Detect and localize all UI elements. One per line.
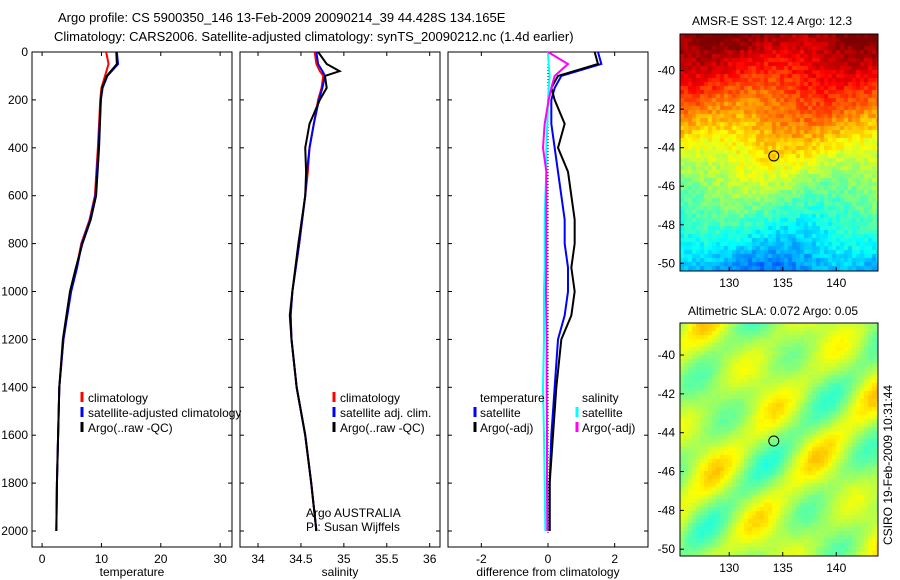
map-y-tick-label: -48 — [658, 503, 676, 517]
series-line-argo — [55, 51, 118, 532]
y-tick-label: 2000 — [1, 524, 28, 538]
y-tick-label: 400 — [8, 141, 28, 155]
map-y-tick-label: -44 — [658, 141, 676, 155]
legend-label: climatology — [340, 391, 400, 405]
side-stamp: CSIRO 19-Feb-2009 10:31:44 — [881, 384, 895, 545]
panel-frame-salinity — [239, 51, 441, 548]
x-tick-label: 36 — [423, 552, 437, 566]
map-y-tick-label: -50 — [658, 256, 676, 270]
y-tick-label: 1400 — [1, 380, 28, 394]
legend-label: satellite — [480, 406, 521, 420]
sla-map-title: Altimetric SLA: 0.072 Argo: 0.05 — [688, 304, 859, 318]
map-frame — [679, 322, 879, 557]
legend-label: satellite adj. clim. — [340, 406, 431, 420]
sst-map-title: AMSR-E SST: 12.4 Argo: 12.3 — [692, 14, 853, 28]
y-tick-label: 600 — [8, 189, 28, 203]
map-y-tick-label: -46 — [658, 179, 676, 193]
y-tick-label: 800 — [8, 237, 28, 251]
series-line-climatology — [289, 51, 325, 532]
legend-label: climatology — [88, 391, 148, 405]
x-tick-label: 10 — [95, 552, 109, 566]
map-y-tick-label: -48 — [658, 218, 676, 232]
x-tick-label: 20 — [154, 552, 168, 566]
map-x-tick-label: 135 — [773, 561, 793, 575]
figure-title-line2: Climatology: CARS2006. Satellite-adjuste… — [54, 29, 574, 44]
legend-label: Argo(-adj) — [582, 421, 635, 435]
legend-label: satellite-adjusted climatology — [88, 406, 241, 420]
y-tick-label: 1200 — [1, 332, 28, 346]
map-x-tick-label: 140 — [826, 561, 846, 575]
map-y-tick-label: -50 — [658, 542, 676, 556]
legend-label: Argo(..raw -QC) — [88, 421, 173, 435]
map-y-tick-label: -40 — [658, 348, 676, 362]
x-tick-label: 34 — [251, 552, 265, 566]
x-tick-label: 0 — [39, 552, 46, 566]
map-x-tick-label: 130 — [719, 561, 739, 575]
profile-location-marker — [768, 435, 780, 447]
y-tick-label: 1600 — [1, 428, 28, 442]
x-tick-label: 0 — [545, 552, 552, 566]
map-x-tick-label: 130 — [719, 276, 739, 290]
profile-location-marker — [768, 150, 780, 162]
argo-annotation-1: Argo AUSTRALIA — [306, 506, 401, 520]
y-tick-label: 0 — [21, 45, 28, 59]
panel-frame-temperature — [31, 51, 233, 548]
x-tick-label: 35 — [337, 552, 351, 566]
series-line-temp-satellite — [548, 51, 603, 531]
y-tick-label: 1800 — [1, 476, 28, 490]
figure-title-line1: Argo profile: CS 5900350_146 13-Feb-2009… — [58, 10, 506, 25]
y-tick-label: 1000 — [1, 285, 28, 299]
legend-label: satellite — [582, 406, 623, 420]
map-x-tick-label: 140 — [826, 276, 846, 290]
map-frame — [679, 33, 879, 272]
series-line-temp-argo — [548, 51, 600, 531]
x-tick-label: 35.5 — [375, 552, 399, 566]
argo-annotation-2: PI: Susan Wijffels — [306, 520, 400, 534]
map-y-tick-label: -46 — [658, 465, 676, 479]
series-line-sal-argo — [541, 51, 570, 532]
map-y-tick-label: -44 — [658, 426, 676, 440]
x-tick-label: -2 — [476, 552, 487, 566]
x-axis-label: salinity — [322, 565, 359, 579]
legend-label: Argo(..raw -QC) — [340, 421, 425, 435]
y-tick-label: 200 — [8, 93, 28, 107]
map-y-tick-label: -40 — [658, 64, 676, 78]
x-axis-label: difference from climatology — [476, 565, 619, 579]
x-axis-label: temperature — [100, 565, 165, 579]
series-line-satellite — [55, 51, 120, 532]
map-x-tick-label: 135 — [773, 276, 793, 290]
legend-label: temperature — [480, 391, 545, 405]
x-tick-label: 2 — [611, 552, 618, 566]
legend-label: Argo(-adj) — [480, 421, 533, 435]
legend-label: salinity — [582, 391, 619, 405]
series-line-sal-satellite — [541, 51, 551, 532]
map-y-tick-label: -42 — [658, 102, 676, 116]
series-line-argo — [288, 51, 343, 532]
x-tick-label: 30 — [213, 552, 227, 566]
map-y-tick-label: -42 — [658, 387, 676, 401]
sst-heatmap — [680, 34, 878, 271]
x-tick-label: 34.5 — [289, 552, 313, 566]
